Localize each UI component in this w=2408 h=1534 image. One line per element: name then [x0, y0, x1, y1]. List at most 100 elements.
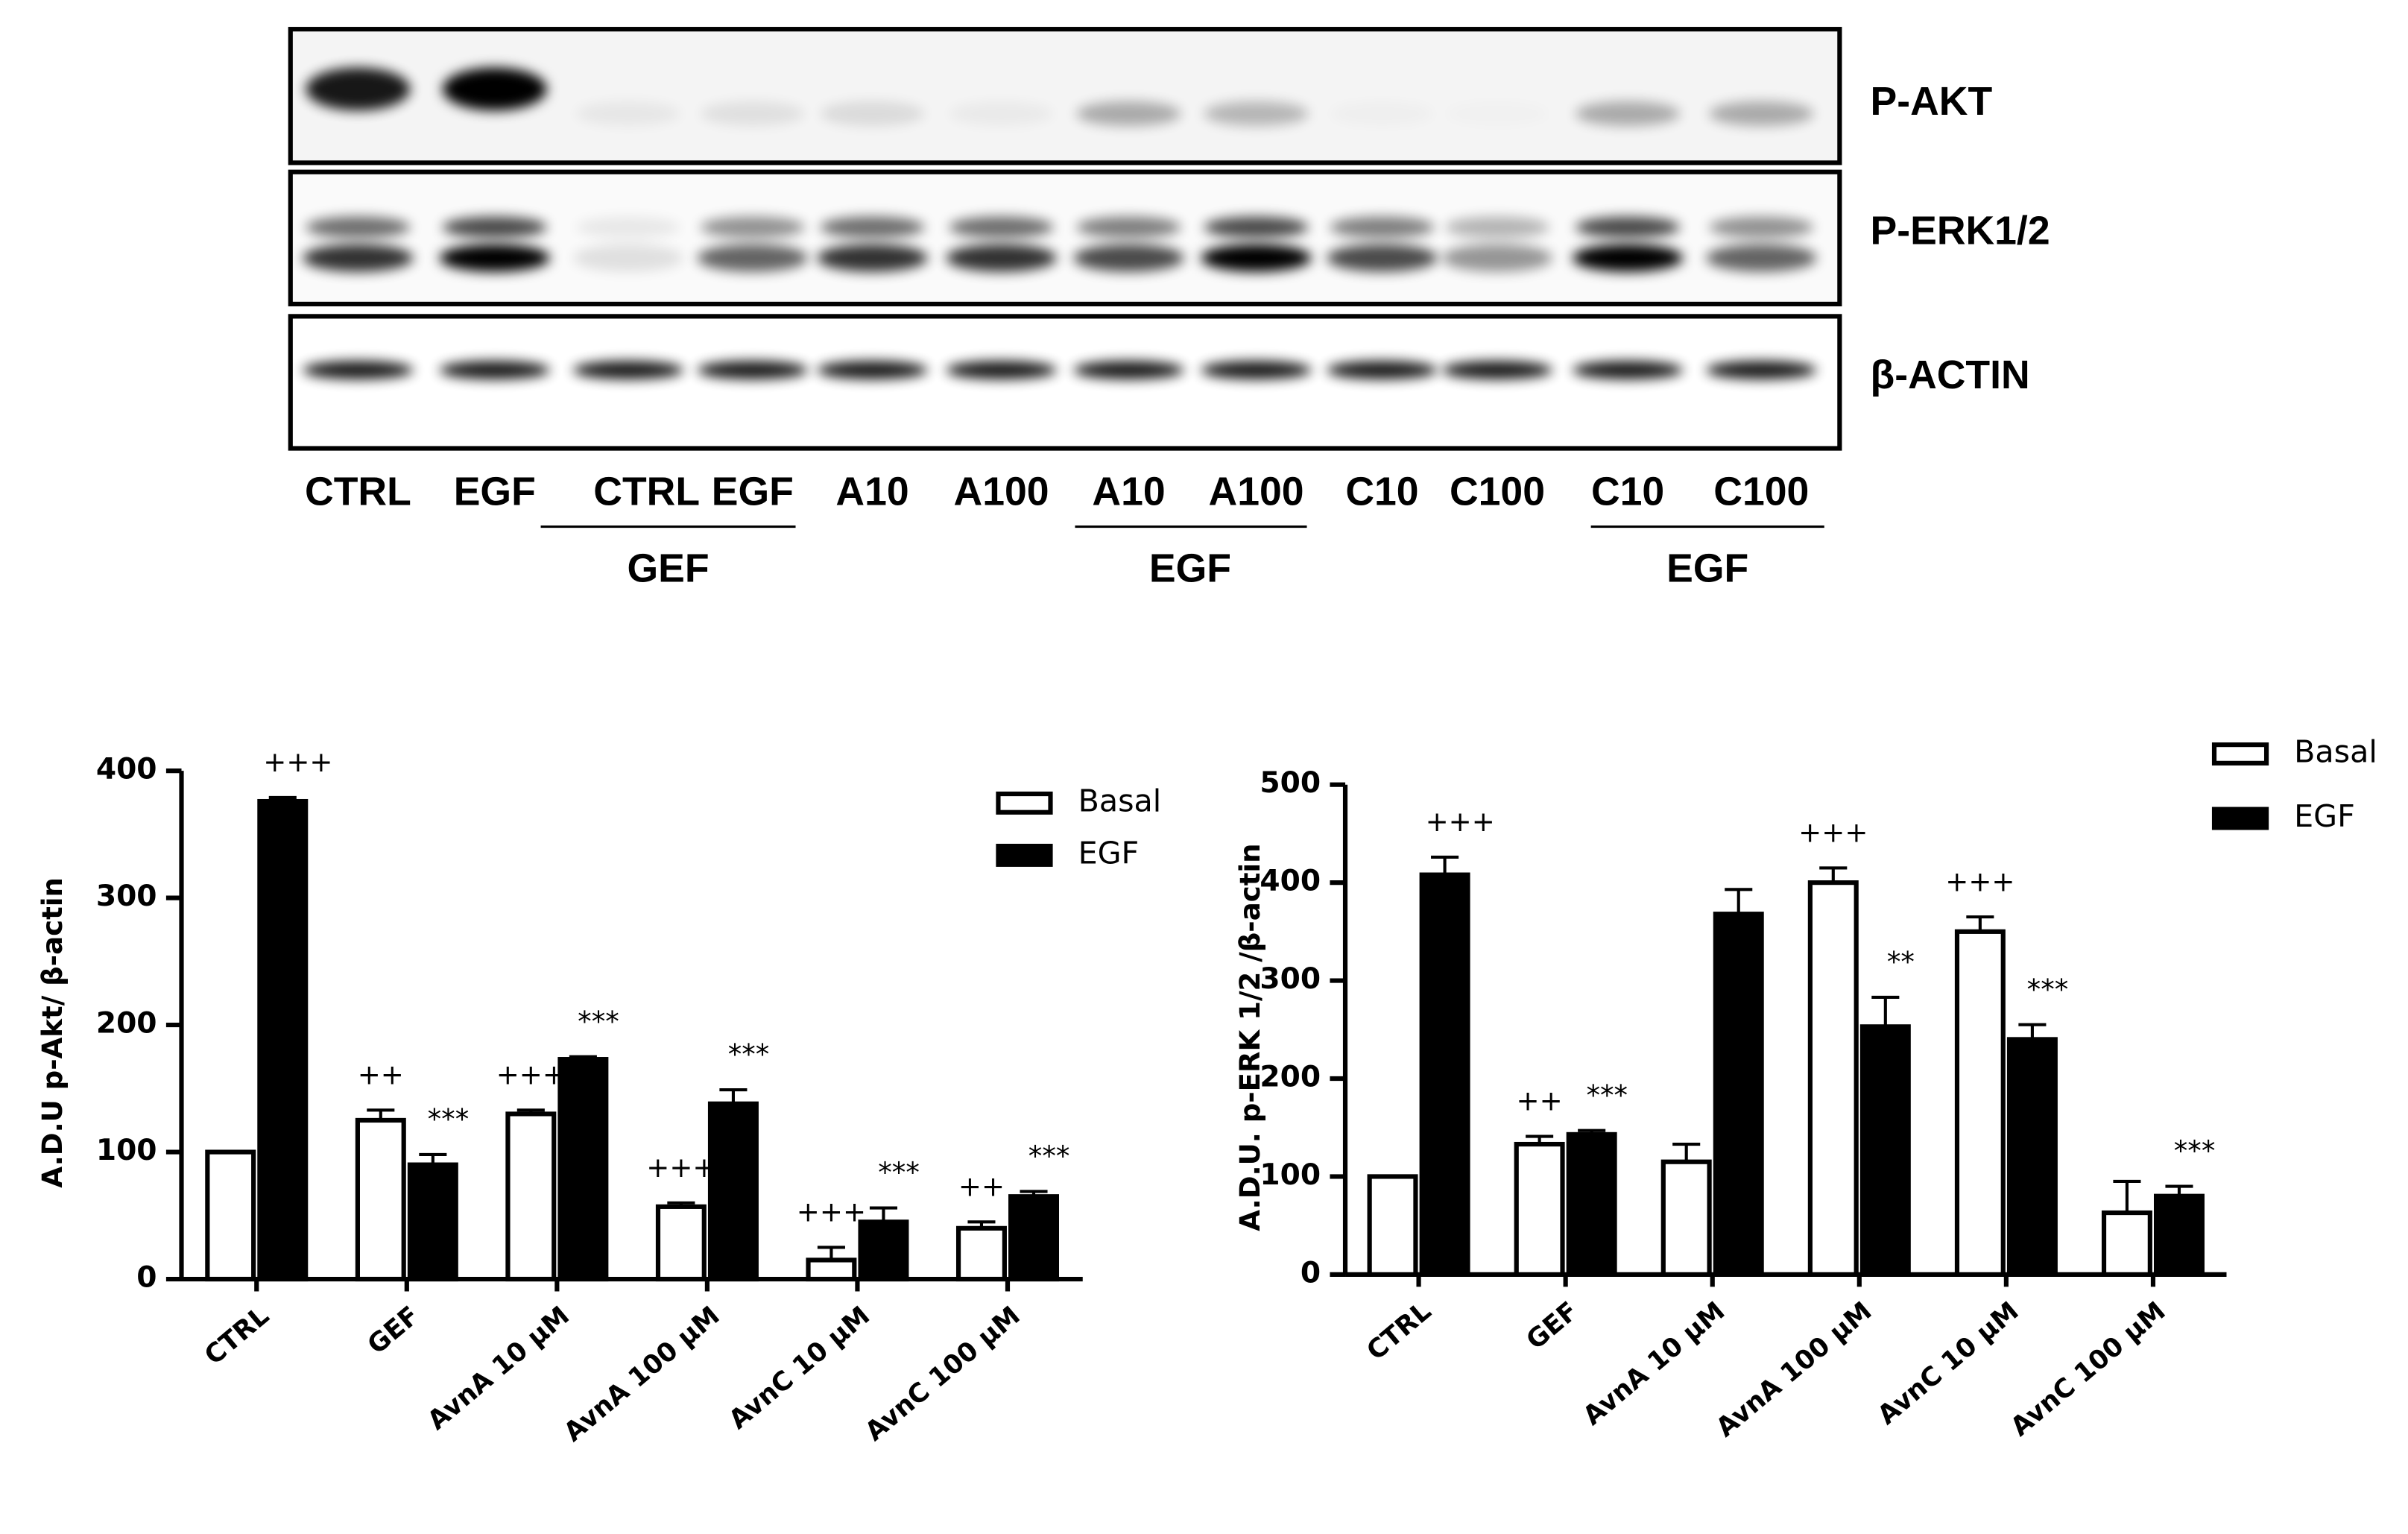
bar	[1566, 1131, 1617, 1277]
bar	[2006, 1037, 2058, 1277]
bar	[955, 1225, 1007, 1282]
band	[1709, 216, 1814, 239]
significance-label: ++	[358, 1058, 404, 1090]
error-bar	[719, 1088, 748, 1104]
band	[820, 216, 925, 239]
y-axis-label: A.D.U p-Akt/ β-actin	[37, 877, 69, 1188]
band	[1204, 216, 1309, 239]
error-bar	[1871, 995, 1900, 1027]
y-tick-label: 400	[96, 753, 157, 786]
error-bar	[1819, 866, 1848, 883]
band	[303, 361, 414, 379]
band	[946, 244, 1057, 272]
band	[572, 361, 684, 379]
band	[946, 361, 1057, 379]
error-bar	[516, 1108, 545, 1114]
bar	[1807, 880, 1859, 1277]
legend-label: EGF	[2294, 798, 2355, 834]
significance-label: ***	[2027, 973, 2069, 1006]
y-tick-label: 200	[1260, 1060, 1321, 1093]
blot-panel	[288, 314, 1842, 451]
significance-label: ***	[1586, 1079, 1628, 1111]
y-tick-label: 500	[1260, 766, 1321, 800]
error-bar	[2113, 1179, 2141, 1213]
chart: 0 100 200 300 400 500 A.D.U. p-ERK 1/2 /β-acti…	[1234, 733, 2377, 1443]
band	[1572, 361, 1684, 379]
x-tick-label: AvnA 10 μM	[1577, 1295, 1731, 1431]
band	[575, 101, 681, 126]
error-bar	[2165, 1184, 2193, 1196]
significance-label: +++	[646, 1152, 715, 1184]
band	[1327, 244, 1438, 272]
lane-label: A100	[1209, 470, 1304, 514]
band	[817, 361, 928, 379]
significance-label: +++	[1426, 806, 1495, 838]
band	[1076, 216, 1181, 239]
band	[697, 244, 809, 272]
band	[306, 67, 411, 111]
lane-label: C10	[1345, 470, 1418, 514]
error-bar	[869, 1206, 898, 1222]
x-tick-label: AvnC 10 μM	[1872, 1295, 2025, 1430]
band	[700, 216, 805, 239]
significance-label: +++	[797, 1196, 866, 1228]
error-bar	[1578, 1129, 1606, 1134]
error-bar	[569, 1055, 597, 1060]
significance-label: +++	[496, 1058, 566, 1090]
significance-label: +++	[263, 746, 332, 778]
bar	[2153, 1193, 2205, 1277]
band	[1576, 101, 1681, 126]
x-tick-label: CTRL	[1361, 1295, 1437, 1366]
bar	[806, 1257, 857, 1282]
band	[1441, 361, 1553, 379]
y-tick-label: 400	[1260, 865, 1321, 898]
y-tick-label: 100	[1260, 1158, 1321, 1192]
group-label: EGF	[1149, 546, 1231, 590]
band	[949, 101, 1054, 126]
error-bar	[2018, 1023, 2047, 1040]
band	[572, 244, 684, 272]
significance-label: ***	[428, 1103, 470, 1135]
y-tick-label: 0	[136, 1261, 157, 1295]
bar	[355, 1117, 406, 1282]
band-label: P-ERK1/2	[1871, 209, 2050, 253]
bar	[1419, 872, 1470, 1277]
band	[1204, 101, 1309, 126]
band	[306, 216, 411, 239]
band	[1444, 216, 1550, 239]
x-tick-label: GEF	[1520, 1295, 1584, 1356]
bar	[707, 1101, 759, 1282]
error-bar	[817, 1246, 845, 1260]
band	[303, 244, 414, 272]
bar	[1859, 1024, 1911, 1277]
western-blot: CTRL EGF CTRL EGF A10 A100 A10 A100 C10 C100 C10 C1…	[288, 27, 2050, 590]
lane-label: CTRL	[593, 470, 700, 514]
band	[442, 67, 547, 111]
lane-label: A100	[954, 470, 1049, 514]
significance-label: ***	[2174, 1135, 2216, 1167]
band	[700, 101, 805, 126]
legend-label: Basal	[1078, 783, 1162, 818]
y-tick-label: 100	[96, 1134, 157, 1167]
x-tick-label: AvnC 100 μM	[859, 1300, 1026, 1447]
bar	[407, 1162, 458, 1282]
error-bar	[367, 1108, 395, 1120]
band	[1327, 361, 1438, 379]
band	[442, 216, 547, 239]
band	[1330, 101, 1434, 126]
band	[1572, 244, 1684, 272]
legend-swatch	[996, 791, 1053, 815]
lane-label: C100	[1450, 470, 1545, 514]
y-tick-label: 0	[1301, 1256, 1321, 1290]
band	[439, 244, 550, 272]
bar	[505, 1111, 557, 1282]
band	[575, 216, 681, 239]
bar	[1514, 1141, 1565, 1277]
band	[1073, 244, 1184, 272]
error-bar	[667, 1201, 695, 1207]
legend-label: Basal	[2294, 733, 2377, 769]
band	[1441, 244, 1553, 272]
bar	[1713, 912, 1764, 1277]
error-bar	[967, 1220, 996, 1228]
